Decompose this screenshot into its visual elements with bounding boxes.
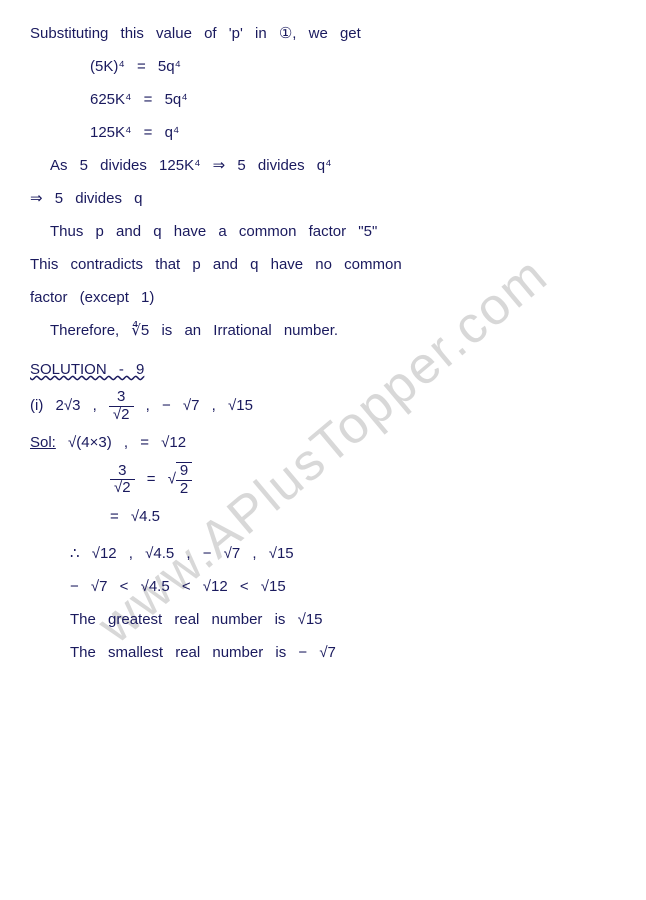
equation-line: 3 √2 = √ 9 2 bbox=[110, 462, 616, 497]
equation-line: 125K⁴ = q⁴ bbox=[90, 119, 616, 146]
equation-line: 625K⁴ = 5q⁴ bbox=[90, 86, 616, 113]
denominator: √2 bbox=[110, 480, 135, 497]
text-span: √(4×3) , = √12 bbox=[68, 434, 186, 451]
answer-line: The smallest real number is − √7 bbox=[70, 639, 616, 666]
sol-label: Sol: bbox=[30, 434, 56, 451]
numerator: 3 bbox=[109, 389, 134, 407]
conclusion-line: Therefore, ∜5 is an Irrational number. bbox=[50, 317, 616, 344]
handwritten-page: Substituting this value of 'p' in ①, we … bbox=[0, 0, 646, 692]
text-line: factor (except 1) bbox=[30, 284, 616, 311]
text-span: (i) 2√3 , bbox=[30, 397, 109, 414]
therefore-line: ∴ √12 , √4.5 , − √7 , √15 bbox=[70, 540, 616, 567]
numerator: 9 bbox=[176, 463, 192, 481]
problem-line: (i) 2√3 , 3 √2 , − √7 , √15 bbox=[30, 389, 616, 423]
equation-line: = √4.5 bbox=[110, 503, 616, 530]
denominator: √2 bbox=[109, 407, 134, 424]
text-line: As 5 divides 125K⁴ ⇒ 5 divides q⁴ bbox=[50, 152, 616, 179]
text-line: This contradicts that p and q have no co… bbox=[30, 251, 616, 278]
inequality-line: − √7 < √4.5 < √12 < √15 bbox=[70, 573, 616, 600]
equals: = bbox=[147, 470, 168, 487]
fourth-root: ∜5 bbox=[131, 322, 149, 339]
text-span: is an Irrational number. bbox=[161, 322, 338, 339]
text-span: , − √7 , √15 bbox=[146, 397, 253, 414]
text-line: ⇒ 5 divides q bbox=[30, 185, 616, 212]
text-span: Therefore, bbox=[50, 322, 131, 339]
denominator: 2 bbox=[176, 481, 192, 498]
text-line: Substituting this value of 'p' in ①, we … bbox=[30, 20, 616, 47]
sqrt-fraction: √ bbox=[168, 470, 176, 487]
fraction-under-root: 9 2 bbox=[176, 462, 192, 497]
solution-line: Sol: √(4×3) , = √12 bbox=[30, 429, 616, 456]
equation-line: (5K)⁴ = 5q⁴ bbox=[90, 53, 616, 80]
heading-text: SOLUTION - 9 bbox=[30, 361, 144, 378]
solution-heading: SOLUTION - 9 bbox=[30, 356, 616, 383]
fraction: 3 √2 bbox=[110, 463, 135, 497]
fraction: 3 √2 bbox=[109, 389, 134, 423]
numerator: 3 bbox=[110, 463, 135, 481]
text-line: Thus p and q have a common factor "5" bbox=[50, 218, 616, 245]
answer-line: The greatest real number is √15 bbox=[70, 606, 616, 633]
